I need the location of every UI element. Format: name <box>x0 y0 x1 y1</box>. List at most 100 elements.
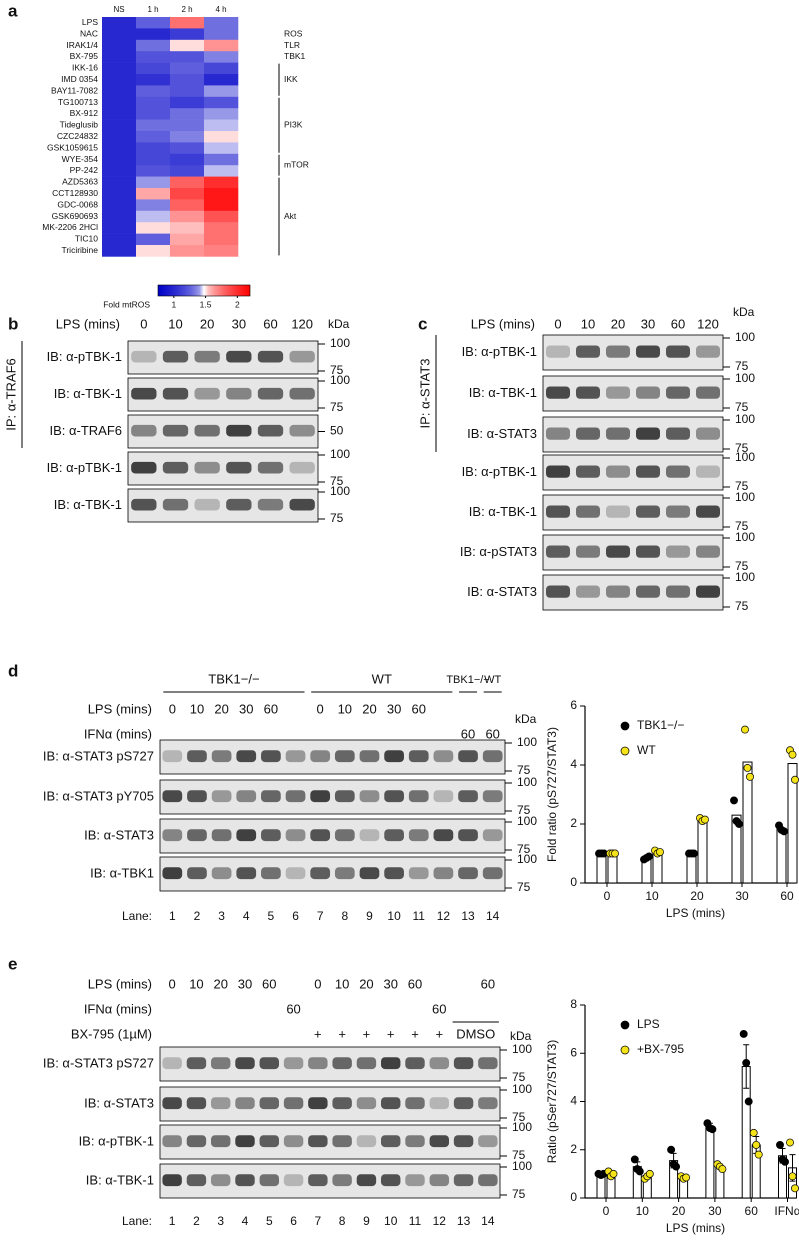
marker-label: 100 <box>330 373 350 387</box>
band <box>433 867 454 880</box>
band <box>433 829 454 842</box>
column-label: 4 h <box>215 5 226 14</box>
kda-label: kDa <box>328 317 350 331</box>
marker-label: 75 <box>735 441 749 455</box>
blot-panel <box>542 574 724 611</box>
data-point <box>611 849 619 858</box>
bar <box>686 853 697 884</box>
band <box>261 867 281 880</box>
lane-condition: 20 <box>214 701 228 716</box>
band <box>259 1135 279 1148</box>
heat-cell <box>136 62 171 75</box>
marker-label: 50 <box>330 424 344 438</box>
band <box>131 387 157 400</box>
marker-label: 100 <box>512 1042 532 1056</box>
band <box>606 427 630 440</box>
band <box>666 465 690 478</box>
marker-label: 100 <box>735 371 755 385</box>
heat-cell <box>170 199 205 212</box>
data-point <box>749 1128 758 1137</box>
heat-cell <box>204 108 239 120</box>
y-tick-label: 2 <box>570 816 577 830</box>
group-label: WT <box>372 671 392 686</box>
data-point <box>741 725 749 734</box>
data-point <box>656 848 664 856</box>
bar <box>697 819 708 884</box>
band <box>576 345 600 358</box>
heat-cell <box>204 222 239 234</box>
band <box>261 829 281 842</box>
panel-label: e <box>8 954 17 973</box>
marker-label: 100 <box>735 530 755 544</box>
row-label: WYE-354 <box>62 154 99 164</box>
row-label: Tideglusib <box>60 120 99 130</box>
heat-cell <box>102 142 137 155</box>
lane-number: 5 <box>266 1214 273 1228</box>
lane-condition: 0 <box>317 701 324 716</box>
lane-condition: 10 <box>338 701 352 716</box>
panel-label: d <box>8 661 18 680</box>
band <box>235 1135 255 1148</box>
band <box>162 1174 182 1187</box>
panel-label: b <box>8 314 18 333</box>
data-point <box>791 775 799 784</box>
band <box>606 585 630 598</box>
marker-label: 75 <box>517 842 531 856</box>
band <box>405 1174 425 1187</box>
heat-cell <box>170 17 205 29</box>
band <box>576 505 600 518</box>
blot-panel <box>159 1086 501 1122</box>
row-label: IRAK1/4 <box>66 40 98 50</box>
blot-label: IB: α-STAT3 <box>84 1095 154 1110</box>
lane-condition: 20 <box>362 701 376 716</box>
data-point <box>788 1172 797 1181</box>
band <box>310 867 331 880</box>
band <box>211 867 232 880</box>
blot-label: IB: α-STAT3 pY705 <box>43 788 154 803</box>
band <box>194 387 220 400</box>
lane-condition: + <box>363 1026 371 1041</box>
band <box>162 1135 182 1148</box>
band <box>696 427 720 440</box>
heat-cell <box>204 210 239 223</box>
band <box>636 386 660 399</box>
heat-cell <box>170 85 205 98</box>
band <box>546 545 570 558</box>
lane-number: 8 <box>341 909 348 923</box>
data-point <box>730 796 738 805</box>
heat-cell <box>136 39 171 52</box>
band <box>666 545 690 558</box>
lane-condition: + <box>387 1026 395 1041</box>
heat-cell <box>204 74 239 86</box>
x-axis-label: LPS (mins) <box>666 906 725 920</box>
condition-label: LPS (mins) <box>471 316 535 331</box>
band <box>235 1057 255 1070</box>
band <box>194 424 220 437</box>
group-label: WT <box>484 674 501 686</box>
column-label: 1 h <box>147 5 158 14</box>
band <box>162 790 183 803</box>
band <box>308 1057 328 1070</box>
heat-cell <box>136 17 171 29</box>
band <box>285 829 306 842</box>
row-label: LPS <box>82 17 98 27</box>
data-point <box>754 1150 763 1159</box>
band <box>162 867 183 880</box>
lane-condition: 30 <box>232 316 246 331</box>
band <box>606 505 630 518</box>
band <box>666 505 690 518</box>
heat-cell <box>136 142 171 155</box>
band <box>211 1097 231 1110</box>
row-label: NAC <box>80 28 98 38</box>
bar <box>596 853 607 884</box>
blot-label: IB: α-TRAF6 <box>49 423 122 438</box>
y-tick-label: 0 <box>570 875 577 889</box>
band <box>257 461 284 474</box>
band <box>257 387 284 400</box>
band <box>356 1135 377 1148</box>
marker-label: 75 <box>517 880 531 894</box>
lane-number: 10 <box>387 909 401 923</box>
heat-cell <box>136 245 171 257</box>
heat-cell <box>204 85 239 98</box>
